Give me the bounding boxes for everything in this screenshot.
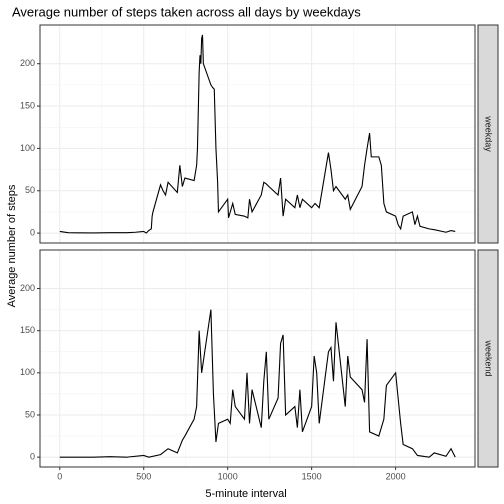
strip-label: weekday (484, 115, 494, 152)
y-tick-label: 150 (20, 100, 35, 110)
panel-background (40, 250, 475, 467)
line (59, 309, 456, 458)
strip-label: weekend (484, 339, 494, 376)
strip (477, 249, 499, 468)
x-tick-label: 0 (57, 471, 62, 481)
panel-background (40, 25, 475, 243)
strip (477, 24, 499, 244)
panel-border (39, 249, 476, 468)
line (59, 34, 456, 234)
y-tick-label: 100 (20, 143, 35, 153)
chart-title: Average number of steps taken across all… (12, 4, 361, 19)
y-tick-label: 0 (30, 227, 35, 237)
x-tick-label: 1500 (302, 471, 322, 481)
y-tick-label: 150 (20, 325, 35, 335)
y-tick-label: 200 (20, 58, 35, 68)
x-tick-label: 1000 (218, 471, 238, 481)
x-axis-label: 5-minute interval (205, 488, 286, 500)
y-tick-label: 100 (20, 367, 35, 377)
x-tick-label: 500 (136, 471, 151, 481)
y-axis-label: Average number of steps (6, 184, 18, 307)
x-tick-label: 2000 (386, 471, 406, 481)
y-tick-label: 50 (25, 185, 35, 195)
y-tick-label: 0 (30, 452, 35, 462)
y-tick-label: 50 (25, 409, 35, 419)
y-tick-label: 200 (20, 283, 35, 293)
panel-border (39, 24, 476, 244)
